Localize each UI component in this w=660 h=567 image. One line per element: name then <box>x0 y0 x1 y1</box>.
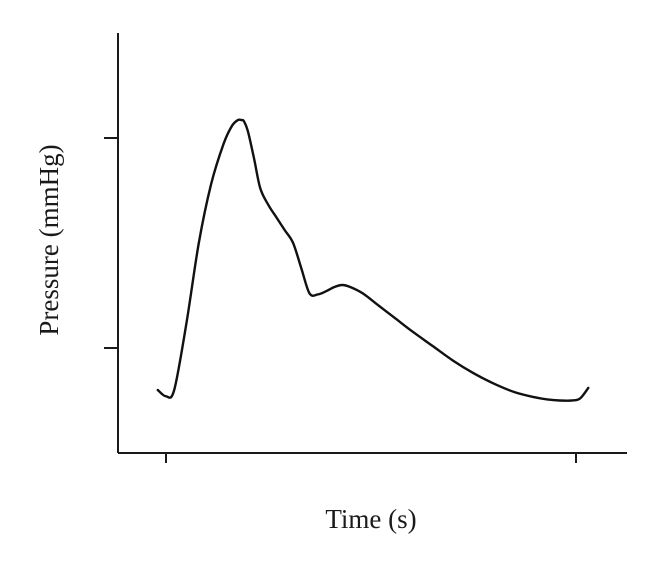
y-axis-label: Pressure (mmHg) <box>34 144 64 335</box>
x-axis-label: Time (s) <box>325 504 416 534</box>
pressure-waveform-line <box>156 118 590 402</box>
series <box>156 118 590 402</box>
axes <box>117 33 627 454</box>
ticks <box>104 137 577 463</box>
